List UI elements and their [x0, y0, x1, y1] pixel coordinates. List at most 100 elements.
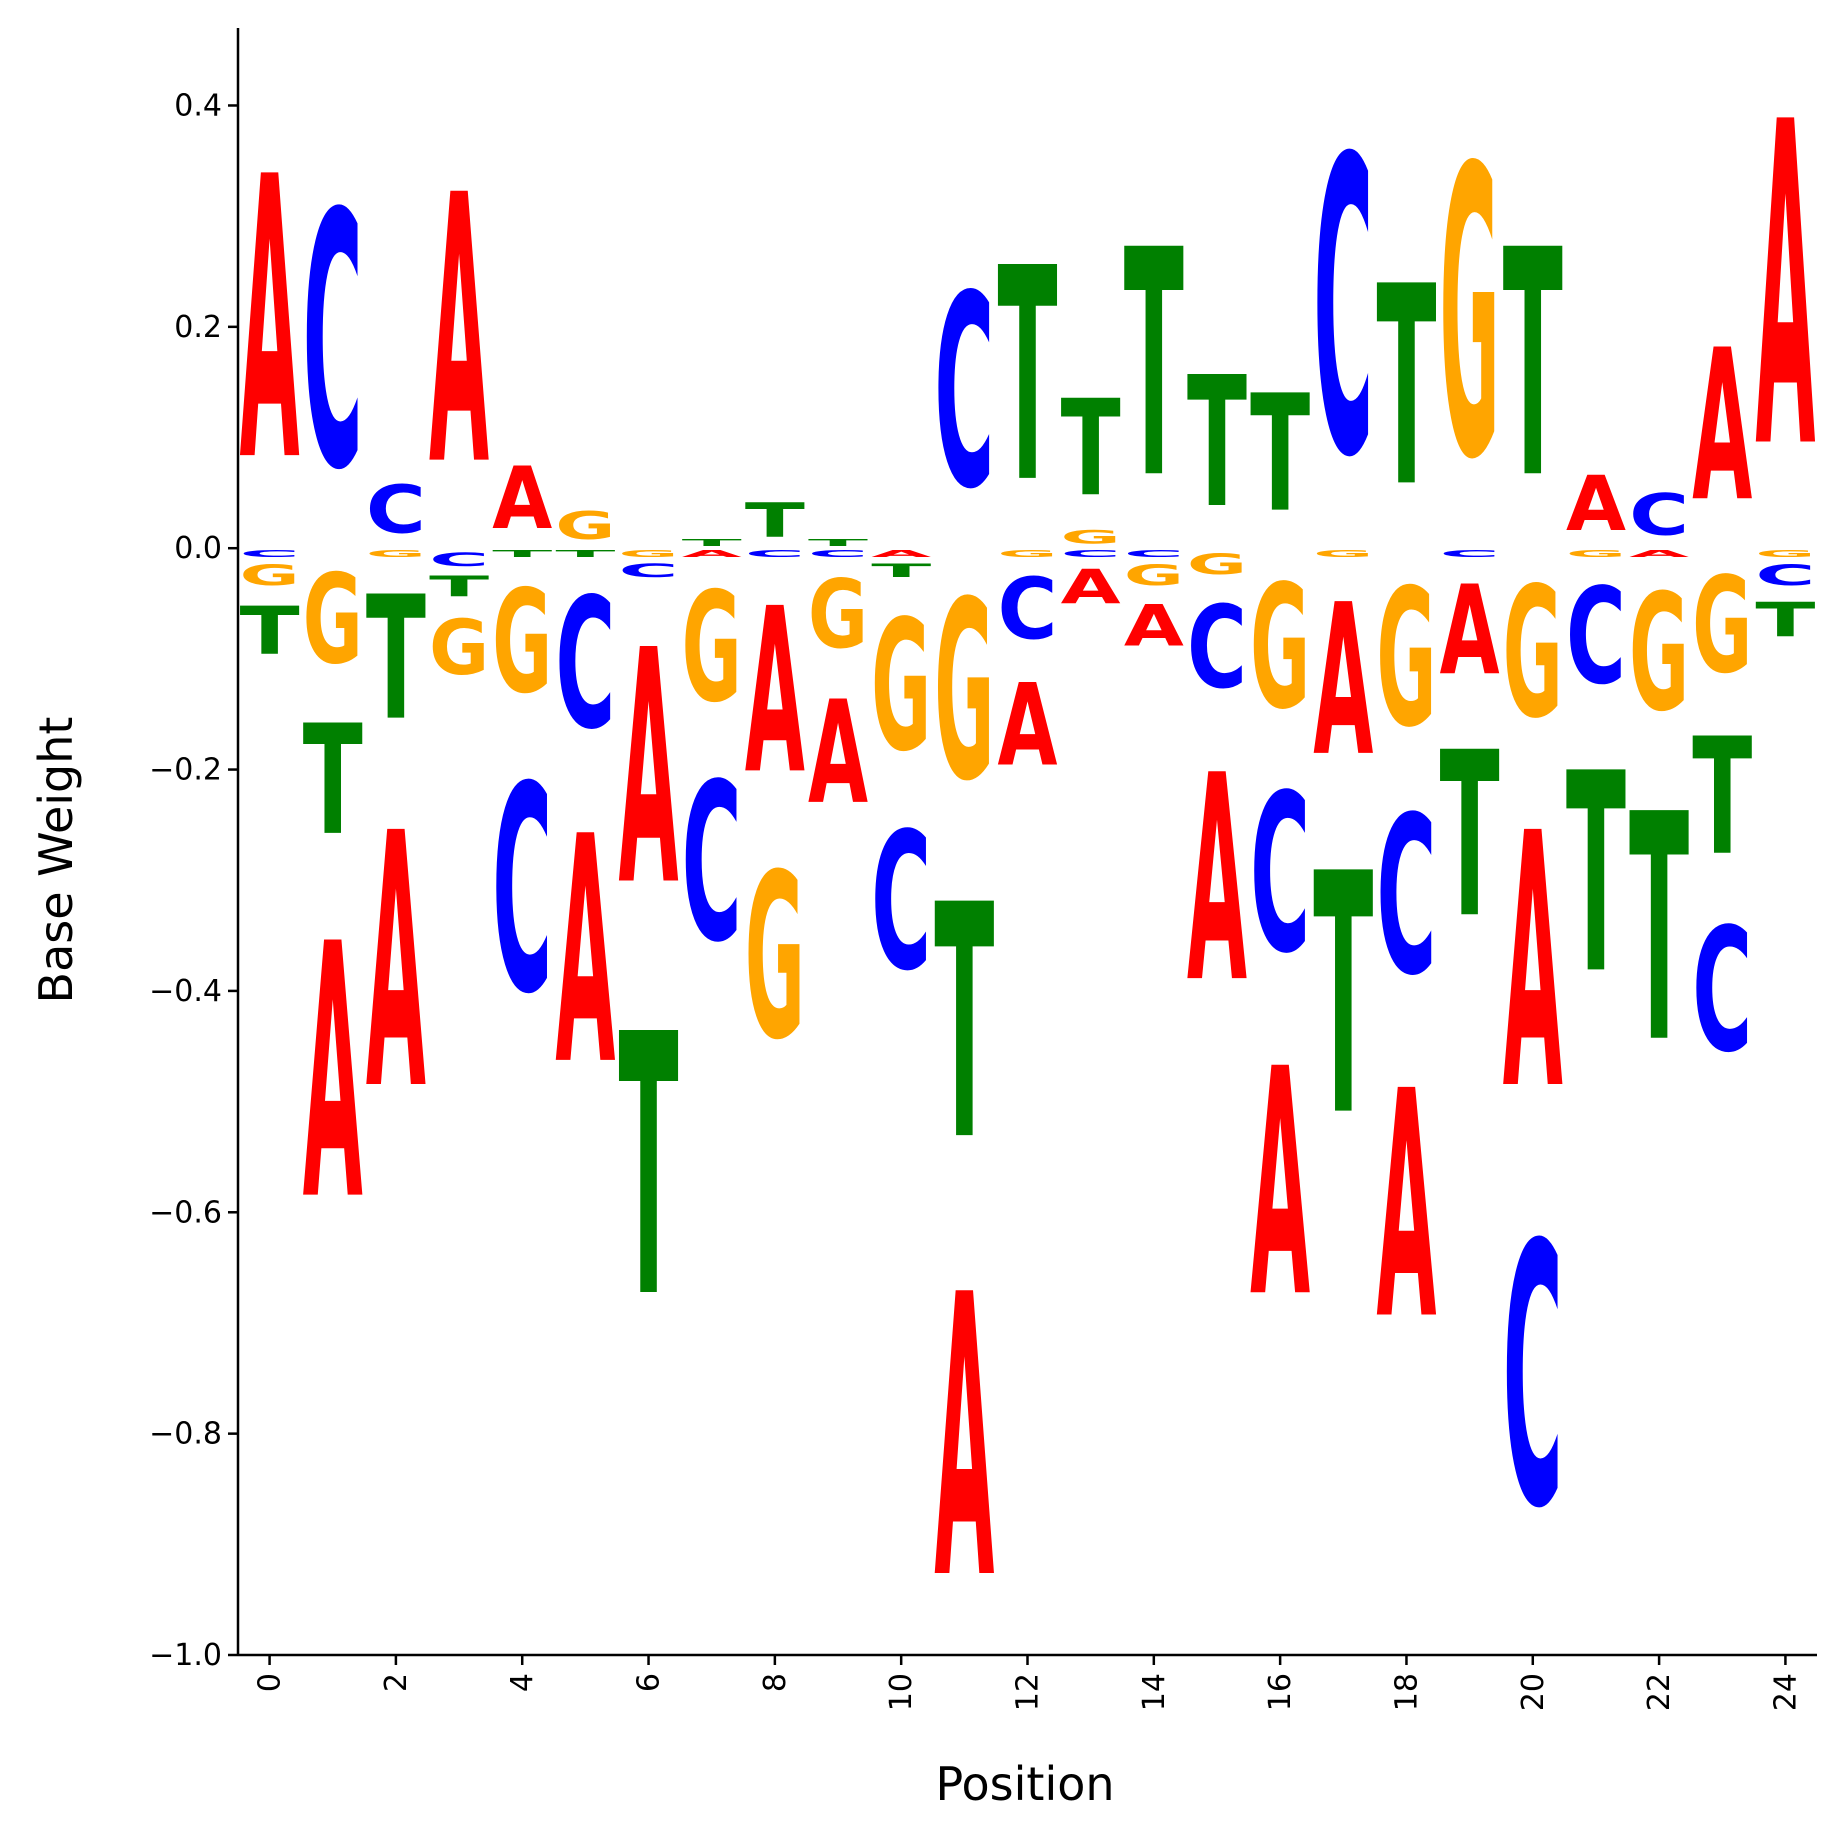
logo-letter-g: G — [808, 560, 868, 670]
logo-letter-g: G — [1566, 548, 1626, 559]
logo-letter-c: C — [1629, 482, 1689, 548]
logo-letter-c: C — [682, 736, 742, 990]
x-tick-label: 14 — [1137, 1673, 1172, 1711]
logo-letter-a: A — [1313, 561, 1373, 804]
logo-letter-t: T — [745, 493, 805, 549]
logo-letter-a: A — [1061, 560, 1121, 615]
logo-letter-a: A — [998, 659, 1058, 791]
logo-letter-t: T — [1629, 749, 1689, 1112]
x-tick-label: 10 — [884, 1673, 919, 1711]
logo-letter-t: T — [1566, 716, 1626, 1035]
logo-letter-t: T — [1124, 185, 1184, 548]
logo-letter-c: C — [808, 548, 868, 559]
logo-letter-c: C — [1440, 548, 1500, 559]
x-tick-label: 16 — [1263, 1673, 1298, 1711]
x-tick-label: 6 — [632, 1673, 667, 1692]
logo-letter-t: T — [682, 537, 742, 548]
logo-letter-g: G — [429, 604, 489, 693]
logo-letter-c: C — [555, 559, 615, 769]
logo-letter-a: A — [1124, 593, 1184, 659]
logo-letter-g: G — [1755, 548, 1815, 559]
x-tick-label: 0 — [253, 1673, 288, 1692]
logo-letter-t: T — [1187, 340, 1247, 548]
x-tick-label: 18 — [1389, 1673, 1424, 1711]
logo-letter-t: T — [240, 594, 300, 671]
logo-letter-a: A — [1503, 760, 1563, 1167]
logo-letter-a: A — [303, 870, 363, 1277]
y-tick-label: −1.0 — [149, 1638, 222, 1673]
logo-letter-t: T — [1503, 185, 1563, 548]
logo-letter-c: C — [745, 548, 805, 559]
x-tick-label: 2 — [379, 1673, 414, 1692]
logo-letter-a: A — [366, 760, 426, 1167]
logo-letter-g: G — [366, 548, 426, 559]
logo-letter-t: T — [1313, 805, 1373, 1190]
logo-letter-g: G — [1503, 550, 1563, 758]
y-tick-label: 0.4 — [174, 88, 222, 123]
x-tick-label: 4 — [505, 1673, 540, 1692]
y-axis-label: Base Weight — [29, 717, 83, 1004]
logo-letter-t: T — [998, 207, 1058, 548]
logo-letter-c: C — [1061, 548, 1121, 559]
logo-letter-g: G — [555, 504, 615, 548]
logo-letter-c: C — [871, 794, 931, 1013]
logo-letter-g: G — [1692, 550, 1752, 704]
logo-letter-t: T — [429, 571, 490, 604]
logo-letter-t: T — [1755, 592, 1815, 648]
logo-letter-g: G — [1250, 548, 1310, 747]
logo-letter-t: T — [366, 559, 426, 758]
logo-letter-g: G — [1440, 86, 1500, 548]
logo-letter-g: G — [1124, 560, 1184, 593]
logo-letter-t: T — [1061, 372, 1121, 526]
logo-letter-t: T — [808, 537, 868, 548]
logo-letter-a: A — [745, 562, 805, 826]
logo-letter-c: C — [1566, 560, 1626, 714]
logo-letter-g: G — [240, 560, 300, 593]
logo-letter-a: A — [619, 584, 679, 958]
logo-letter-c: C — [619, 559, 679, 581]
logo-letter-a: A — [555, 770, 615, 1134]
logo-letter-a: A — [871, 548, 931, 559]
logo-letter-a: A — [1187, 716, 1247, 1046]
y-tick-label: 0.0 — [174, 531, 222, 566]
logo-letter-a: A — [808, 670, 868, 835]
logo-letter-g: G — [871, 583, 931, 791]
logo-letter-a: A — [492, 449, 552, 548]
y-tick-label: 0.2 — [174, 310, 222, 345]
logo-letter-a: A — [682, 548, 742, 559]
logo-letter-g: G — [1187, 549, 1247, 582]
y-tick-label: −0.6 — [149, 1195, 222, 1230]
y-tick-label: −0.2 — [149, 753, 222, 788]
x-tick-label: 22 — [1642, 1673, 1677, 1711]
logo-letter-c: C — [492, 727, 552, 1057]
logo-letter-t: T — [1440, 703, 1500, 968]
y-tick-label: −0.8 — [149, 1417, 222, 1452]
logo-letter-g: G — [303, 548, 363, 691]
logo-letter-t: T — [619, 958, 679, 1377]
logo-letter-a: A — [1376, 1025, 1436, 1389]
logo-letter-g: G — [619, 548, 679, 559]
logo-letter-t: T — [555, 548, 615, 559]
logo-letter-c: C — [303, 139, 363, 547]
logo-letter-c: C — [1755, 560, 1815, 593]
logo-letter-t: T — [492, 548, 552, 559]
logo-letter-c: C — [1250, 747, 1310, 1001]
logo-letter-a: A — [1566, 461, 1626, 549]
logo-letter-c: C — [240, 548, 300, 559]
logo-letter-t: T — [1250, 361, 1310, 548]
logo-letter-c: C — [934, 240, 994, 548]
logo-letter-g: G — [1629, 561, 1689, 748]
axes: −1.0−0.8−0.6−0.4−0.20.00.20.40 2 4 6 8 10 12 14… — [149, 28, 1817, 1711]
logo-letter-c: C — [998, 560, 1058, 659]
logo-letter-a: A — [1250, 1003, 1310, 1367]
logo-letter-c: C — [429, 548, 489, 570]
logo-letter-c: C — [1124, 548, 1184, 559]
x-axis-label: Position — [935, 1757, 1114, 1811]
x-tick-label: 8 — [758, 1673, 793, 1692]
logo-letter-a: A — [1440, 561, 1500, 703]
logo-letter-t: T — [934, 836, 994, 1211]
logo-letter-g: G — [1313, 548, 1373, 559]
logo-letter-a: A — [1692, 306, 1752, 549]
logo-letter-c: C — [1692, 893, 1752, 1091]
